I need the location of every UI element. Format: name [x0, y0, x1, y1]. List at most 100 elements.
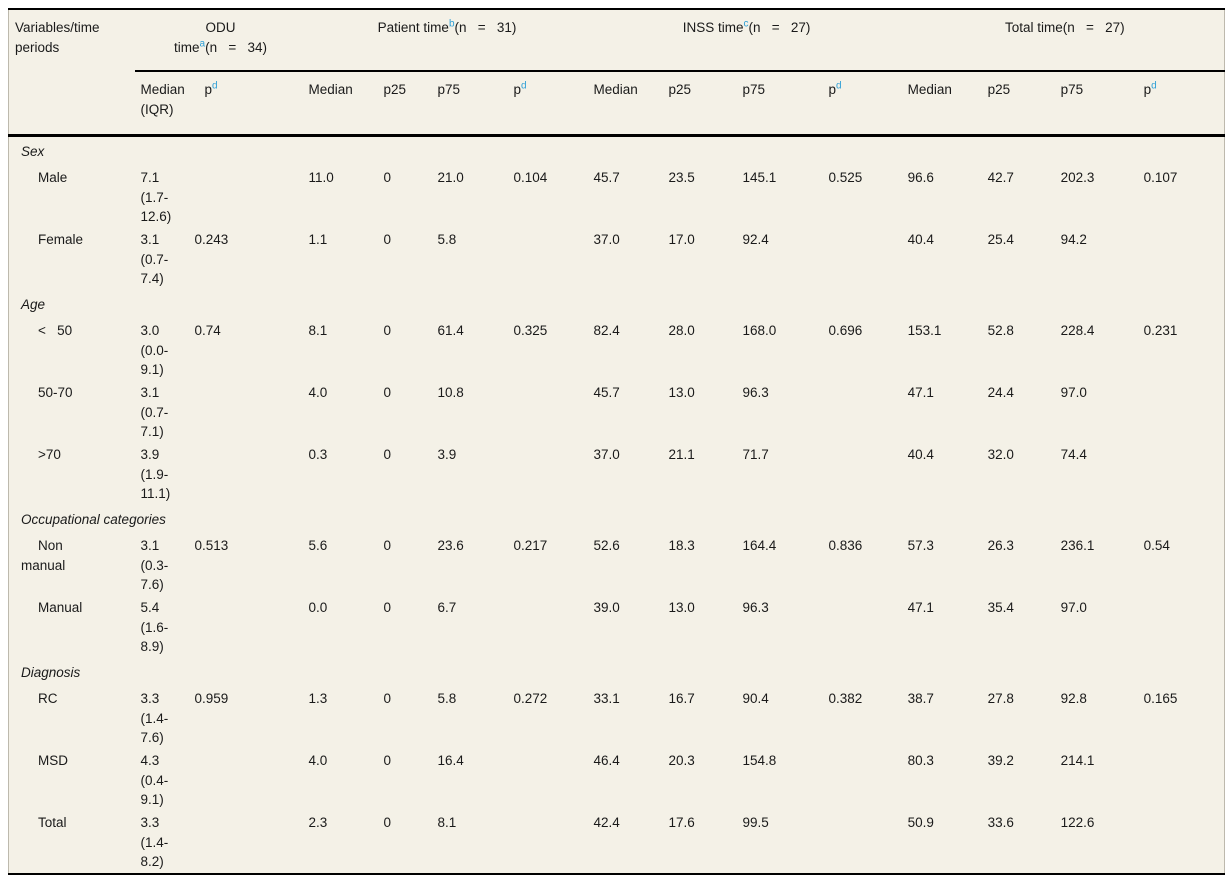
cell-total-p25: 42.7 [987, 170, 1014, 185]
cell-total-median: 38.7 [907, 691, 934, 706]
cell-inss-p25: 18.3 [668, 538, 695, 553]
median-value: 3.1 [140, 538, 160, 553]
cell-inss-p [823, 381, 902, 443]
column-header-total-median: Median [901, 71, 982, 137]
cell-inss-median: 82.4 [593, 323, 620, 338]
group-n: (n = 34) [205, 39, 267, 55]
sub-label: p75 [437, 82, 461, 97]
cell-inss-p25: 20.3 [668, 753, 695, 768]
cell-patient-p75: 5.8 [437, 232, 457, 247]
cell-inss-p [823, 596, 902, 658]
cell-patient-p25: 0 [383, 385, 392, 400]
footnote-marker-d: d [212, 80, 218, 92]
column-header-total-p75: p75 [1054, 71, 1138, 137]
cell-odu-p [189, 166, 303, 228]
group-header-inss: INSS timec(n = 27) [587, 9, 902, 72]
cell-total-median: 153.1 [907, 323, 942, 338]
footnote-marker-c: c [743, 18, 749, 30]
cell-odu-p [189, 381, 303, 443]
cell-patient-p: 0.217 [513, 538, 548, 553]
section-row-occupational: Occupational categories [9, 505, 1225, 534]
iqr-value: (1.4-7.6) [140, 710, 169, 746]
cell-patient-p [508, 811, 588, 874]
iqr-value: (1.6-8.9) [140, 619, 169, 655]
cell-total-p: 0.231 [1143, 323, 1178, 338]
table-row-50-70: 50-70 3.1 (0.7-7.1) 4.0 0 10.8 45.7 13.0 … [9, 381, 1225, 443]
median-value: 3.0 [140, 323, 160, 338]
cell-total-p25: 32.0 [987, 447, 1014, 462]
median-value: 3.1 [140, 385, 160, 400]
cell-total-median: 80.3 [907, 753, 934, 768]
table-row-male: Male 7.1 (1.7-12.6) 11.0 0 21.0 0.104 45.… [9, 166, 1225, 228]
cell-inss-median: 46.4 [593, 753, 620, 768]
cell-inss-median: 37.0 [593, 232, 620, 247]
column-header-inss-median: Median [587, 71, 663, 137]
iqr-value: (0.4-9.1) [140, 772, 169, 808]
cell-inss-p75: 92.4 [742, 232, 769, 247]
group-header-patient-line2: Patient timeb(n = 31) [309, 18, 586, 38]
median-value: 5.4 [140, 600, 160, 615]
section-title: Diagnosis [21, 665, 81, 680]
cell-odu-p [189, 443, 303, 505]
cell-patient-p [508, 596, 588, 658]
footnote-marker-d: d [521, 80, 527, 92]
cell-inss-p25: 28.0 [668, 323, 695, 338]
table-row-total: Total 3.3 (1.4-8.2) 2.3 0 8.1 42.4 17.6 9… [9, 811, 1225, 874]
cell-odu-median-iqr: 3.1 (0.7-7.1) [135, 381, 189, 443]
cell-patient-p75: 10.8 [437, 385, 464, 400]
column-header-patient-p: pd [507, 71, 588, 137]
section-row-diagnosis: Diagnosis [9, 658, 1225, 687]
cell-inss-median: 39.0 [593, 600, 620, 615]
cell-patient-p25: 0 [383, 323, 392, 338]
iqr-value: (1.4-8.2) [140, 834, 169, 870]
cell-total-median: 57.3 [907, 538, 934, 553]
footnote-marker-d: d [1151, 80, 1157, 92]
sub-label: Median [907, 82, 952, 97]
cell-odu-p: 0.513 [194, 538, 229, 553]
sub-label: p25 [668, 82, 692, 97]
cell-odu-median-iqr: 5.4 (1.6-8.9) [135, 596, 189, 658]
cell-inss-p75: 96.3 [742, 385, 769, 400]
table-row-msd: MSD 4.3 (0.4-9.1) 4.0 0 16.4 46.4 20.3 15… [9, 749, 1225, 811]
cell-total-p [1138, 749, 1225, 811]
cell-inss-p [823, 228, 902, 290]
row-label: Male [38, 170, 68, 185]
sub-label: p [1143, 82, 1152, 97]
cell-total-p25: 33.6 [987, 815, 1014, 830]
column-header-patient-median: Median [302, 71, 378, 137]
cell-total-p25: 24.4 [987, 385, 1014, 400]
group-label: INSS time [682, 20, 744, 35]
group-header-row: Variables/time periods ODU timea(n = 34)… [8, 9, 1225, 137]
section-title: Sex [21, 144, 45, 159]
cell-total-p: 0.54 [1143, 538, 1170, 553]
sub-label: Median [308, 82, 353, 97]
cell-odu-p [189, 811, 303, 874]
cell-odu-p: 0.959 [194, 691, 229, 706]
cell-total-median: 40.4 [907, 232, 934, 247]
row-label: RC [38, 691, 58, 706]
cell-total-median: 50.9 [907, 815, 934, 830]
cell-inss-p75: 154.8 [742, 753, 777, 768]
sub-label: Median [593, 82, 638, 97]
column-header-patient-p25: p25 [377, 71, 432, 137]
cell-patient-p [508, 443, 588, 505]
cell-total-p25: 52.8 [987, 323, 1014, 338]
cell-patient-p75: 23.6 [437, 538, 464, 553]
cell-inss-p [823, 443, 902, 505]
cell-total-p: 0.107 [1143, 170, 1178, 185]
cell-patient-p75: 8.1 [437, 815, 457, 830]
group-label: Patient time [377, 20, 449, 35]
section-title: Occupational categories [21, 512, 166, 527]
paper-table-figure: Variables/time periods ODU timea(n = 34)… [8, 8, 1226, 875]
cell-odu-median-iqr: 3.1 (0.7-7.4) [135, 228, 189, 290]
cell-inss-p25: 13.0 [668, 600, 695, 615]
median-value: 3.3 [140, 815, 160, 830]
row-label: 50-70 [38, 385, 73, 400]
cell-inss-p: 0.382 [828, 691, 863, 706]
cell-odu-p: 0.243 [194, 232, 229, 247]
cell-total-p [1138, 596, 1225, 658]
cell-patient-median: 8.1 [308, 323, 328, 338]
cell-inss-p75: 168.0 [742, 323, 777, 338]
median-value: 3.9 [140, 447, 160, 462]
table-row-manual: Manual 5.4 (1.6-8.9) 0.0 0 6.7 39.0 13.0 … [9, 596, 1225, 658]
